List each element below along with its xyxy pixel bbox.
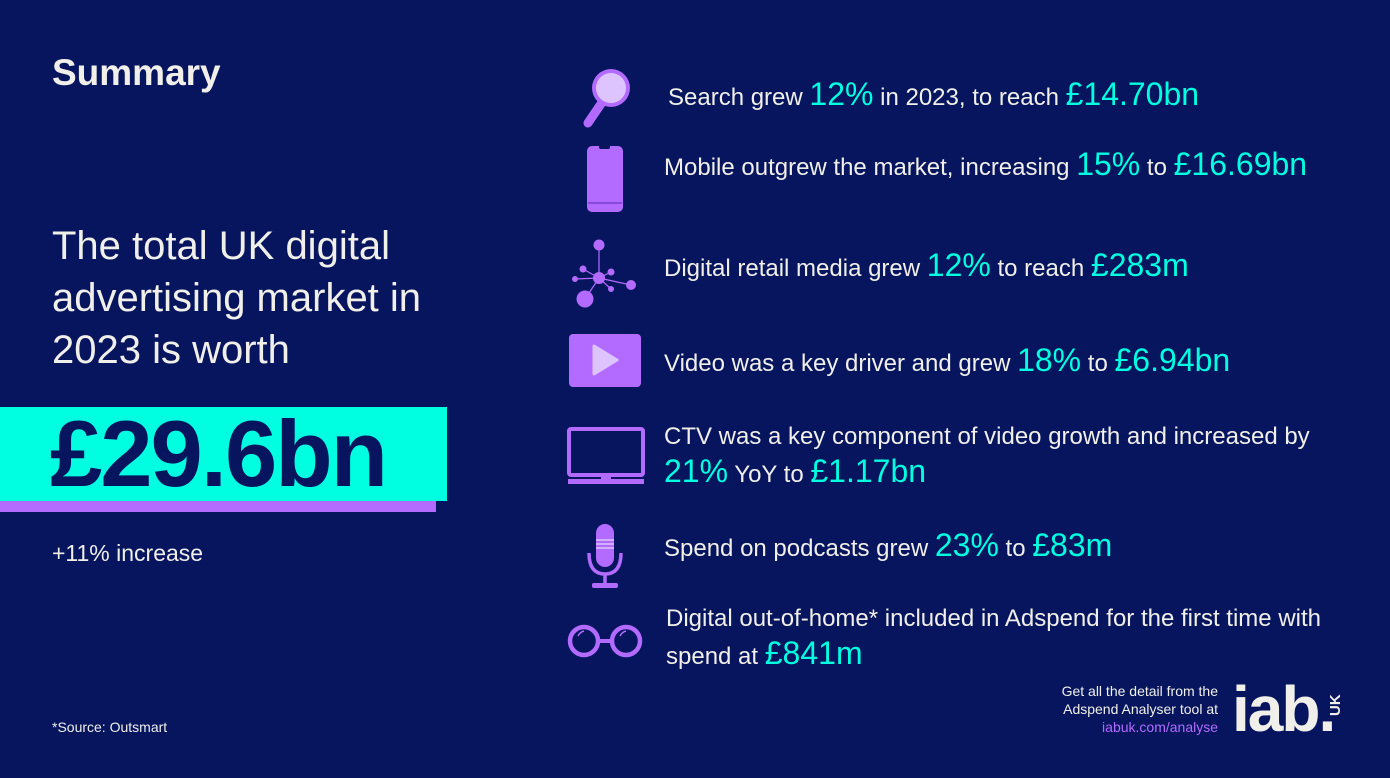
stat-highlight: £6.94bn bbox=[1114, 342, 1231, 378]
stat-highlight: 18% bbox=[1017, 342, 1082, 378]
stat-item: Mobile outgrew the market, increasing 15… bbox=[664, 147, 1344, 185]
tv-icon bbox=[567, 427, 645, 484]
stat-text: to bbox=[998, 535, 1033, 562]
svg-text:iab.: iab. bbox=[1232, 676, 1334, 736]
mobile-phone-icon bbox=[587, 145, 623, 212]
stat-text: Mobile outgrew the market, increasing bbox=[664, 154, 1077, 181]
stat-text: to bbox=[1081, 350, 1115, 377]
stat-item: Digital out-of-home* included in Adspend… bbox=[666, 601, 1346, 674]
svg-text:UK: UK bbox=[1327, 694, 1344, 716]
stat-text: CTV was a key component of video growth … bbox=[664, 423, 1310, 450]
stat-item: CTV was a key component of video growth … bbox=[664, 419, 1344, 492]
stat-text: Digital out-of-home* included in Adspend… bbox=[666, 605, 1321, 670]
video-play-icon bbox=[569, 334, 641, 387]
stat-highlight: 21% bbox=[664, 453, 729, 489]
stat-text: to bbox=[1140, 154, 1174, 181]
cta-line-2: Adspend Analyser tool at bbox=[1063, 701, 1218, 717]
stat-text: Digital retail media grew bbox=[664, 255, 927, 282]
stat-text: Spend on podcasts grew bbox=[664, 535, 935, 562]
headline-value: £29.6bn bbox=[50, 401, 388, 506]
stat-highlight: 23% bbox=[934, 527, 999, 563]
microphone-icon bbox=[587, 524, 623, 588]
headline-highlight bbox=[0, 407, 447, 501]
stat-highlight: 12% bbox=[809, 76, 874, 112]
stat-item: Search grew 12% in 2023, to reach £14.70… bbox=[668, 77, 1348, 115]
glasses-icon bbox=[567, 624, 643, 658]
page-title: Summary bbox=[52, 52, 221, 93]
stat-highlight: £1.17bn bbox=[810, 453, 927, 489]
iab-uk-logo: iab. UK bbox=[1232, 676, 1344, 736]
stat-text: Video was a key driver and grew bbox=[664, 350, 1018, 377]
call-to-action: Get all the detail from the Adspend Anal… bbox=[1062, 682, 1218, 736]
analyser-link[interactable]: iabuk.com/analyse bbox=[1102, 719, 1218, 735]
stat-text: in 2023, to reach bbox=[873, 84, 1066, 111]
cta-line-1: Get all the detail from the bbox=[1061, 683, 1218, 699]
increase-text: +11% increase bbox=[52, 540, 204, 566]
stat-item: Spend on podcasts grew 23% to £83m bbox=[664, 528, 1344, 566]
stat-highlight: £16.69bn bbox=[1173, 146, 1308, 182]
stat-highlight: £841m bbox=[764, 635, 863, 671]
stat-highlight: 15% bbox=[1076, 146, 1141, 182]
headline-underline bbox=[0, 501, 436, 512]
source-note: *Source: Outsmart bbox=[52, 719, 168, 735]
magnifier-icon bbox=[583, 69, 630, 128]
stat-highlight: £283m bbox=[1090, 247, 1189, 283]
lead-text: The total UK digital advertising market … bbox=[52, 224, 422, 372]
stat-highlight: 12% bbox=[926, 247, 991, 283]
stat-text: Search grew bbox=[668, 84, 810, 111]
stat-text: YoY to bbox=[728, 461, 811, 488]
stat-item: Video was a key driver and grew 18% to £… bbox=[664, 343, 1344, 381]
stat-highlight: £14.70bn bbox=[1065, 76, 1200, 112]
stat-highlight: £83m bbox=[1032, 527, 1113, 563]
stat-text: to reach bbox=[990, 255, 1091, 282]
stat-item: Digital retail media grew 12% to reach £… bbox=[664, 248, 1344, 286]
network-icon bbox=[572, 239, 636, 308]
